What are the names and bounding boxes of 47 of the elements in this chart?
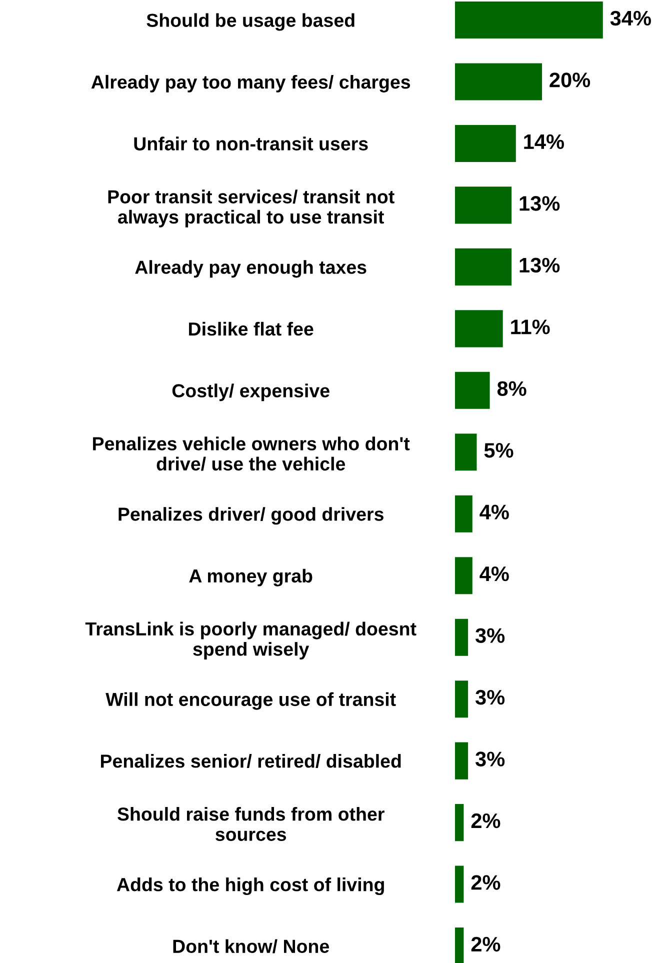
y-tick-label: Penalizes senior/ retired/ disabled [101, 754, 401, 768]
bar [455, 742, 468, 780]
data-label: 3% [475, 628, 505, 643]
y-tick-label: A money grab [189, 568, 312, 586]
data-label: 14% [524, 134, 564, 150]
data-label: 13% [520, 196, 560, 211]
data-label: 4% [480, 504, 509, 520]
y-tick-label: Already pay enough taxes [135, 260, 366, 278]
y-tick-label: Costly/ expensive [172, 384, 330, 402]
y-tick-label: TransLink is poorly managed/ doesnt spend wisely [85, 622, 416, 660]
data-label: 20% [550, 72, 590, 88]
data-label: 11% [511, 320, 550, 334]
data-label: 3% [475, 690, 505, 705]
data-label: 3% [475, 752, 505, 766]
bar [455, 310, 503, 348]
bar [455, 804, 464, 842]
bar [455, 434, 477, 471]
bar [455, 186, 512, 224]
y-tick-label: Should raise funds from other sources [118, 807, 384, 841]
y-tick-label: Dislike flat fee [189, 322, 314, 336]
bar [455, 495, 472, 532]
y-tick-label: Unfair to non-transit users [134, 136, 368, 150]
bar [455, 63, 542, 100]
y-tick-label: Should be usage based [146, 13, 354, 31]
y-tick-label: Don't know/ None [173, 939, 329, 954]
bar [455, 1, 603, 39]
y-tick-label: Penalizes vehicle owners who don't drive/ use the vehicle [93, 436, 410, 471]
data-label: 8% [497, 381, 526, 396]
bar [455, 372, 490, 409]
data-label: 2% [471, 936, 500, 952]
bar [455, 618, 468, 656]
bar [455, 866, 464, 903]
y-tick-label: Penalizes driver/ good drivers [118, 507, 384, 525]
bar [455, 680, 468, 718]
bar [455, 557, 472, 594]
data-label: 2% [471, 813, 500, 828]
data-label: 4% [480, 566, 509, 582]
data-label: 5% [484, 443, 514, 458]
y-tick-label: Will not encourage use of transit [106, 692, 396, 710]
bar [455, 248, 512, 286]
bar [455, 124, 516, 162]
y-tick-label: Adds to the high cost of living [116, 877, 384, 896]
y-tick-label: Poor transit services/ transit not always practical to use transit [108, 190, 394, 228]
data-label: 34% [610, 10, 651, 26]
data-label: 2% [471, 875, 500, 890]
y-tick-label: Already pay too many fees/ charges [91, 74, 410, 93]
data-label: 13% [520, 258, 560, 273]
